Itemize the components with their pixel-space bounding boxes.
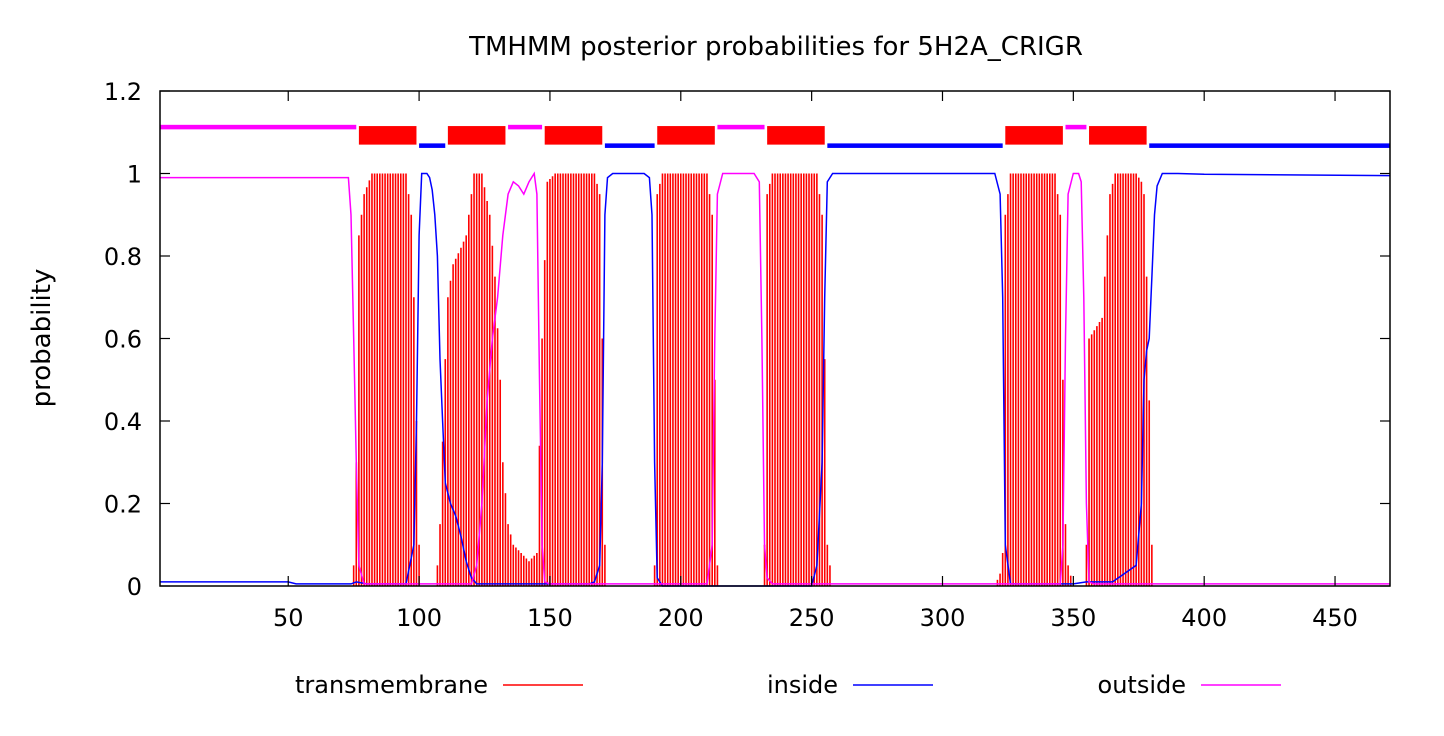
topology-track bbox=[160, 124, 1390, 148]
topology-transmembrane-segment bbox=[657, 126, 715, 145]
x-tick-label: 400 bbox=[1181, 604, 1227, 632]
x-tick-label: 100 bbox=[396, 604, 442, 632]
x-tick-label: 300 bbox=[920, 604, 966, 632]
topology-transmembrane-segment bbox=[1089, 126, 1147, 145]
y-tick-label: 0 bbox=[127, 573, 142, 601]
y-tick-label: 0.2 bbox=[104, 491, 142, 519]
topology-outside-segment bbox=[1065, 124, 1087, 130]
outside-series-line bbox=[160, 171, 1390, 585]
chart-title: TMHMM posterior probabilities for 5H2A_C… bbox=[468, 32, 1083, 62]
topology-inside-segment bbox=[1149, 143, 1390, 148]
x-tick-label: 450 bbox=[1312, 604, 1358, 632]
legend-label: inside bbox=[767, 671, 838, 699]
y-tick-label: 0.8 bbox=[104, 243, 142, 271]
topology-transmembrane-segment bbox=[447, 126, 506, 145]
topology-inside-segment bbox=[827, 143, 1003, 148]
topology-transmembrane-segment bbox=[1005, 126, 1063, 145]
plot-area bbox=[160, 124, 1391, 587]
topology-transmembrane-segment bbox=[767, 126, 825, 145]
topology-outside-segment bbox=[508, 124, 543, 130]
legend: transmembrane inside outside bbox=[295, 671, 1281, 699]
topology-inside-segment bbox=[604, 143, 655, 148]
y-tick-label: 0.6 bbox=[104, 326, 142, 354]
y-tick-label: 1 bbox=[127, 161, 142, 189]
topology-transmembrane-segment bbox=[358, 126, 417, 145]
x-tick-label: 50 bbox=[273, 604, 304, 632]
legend-item-outside: outside bbox=[1098, 671, 1281, 699]
transmembrane-series bbox=[352, 173, 1153, 586]
axes: 0 0.2 0.4 0.6 0.8 1 1.2 50 100 150 200 250 300 350 400… bbox=[104, 78, 1391, 632]
topology-outside-segment bbox=[160, 124, 357, 130]
topology-transmembrane-segment bbox=[544, 126, 603, 145]
legend-label: outside bbox=[1098, 671, 1186, 699]
x-tick-label: 250 bbox=[789, 604, 835, 632]
x-tick-label: 350 bbox=[1050, 604, 1096, 632]
y-tick-label: 1.2 bbox=[104, 78, 142, 106]
x-tick-label: 200 bbox=[658, 604, 704, 632]
legend-item-transmembrane: transmembrane bbox=[295, 671, 583, 699]
y-tick-label: 0.4 bbox=[104, 408, 142, 436]
y-axis-label: probability bbox=[27, 269, 57, 408]
topology-outside-segment bbox=[717, 124, 765, 130]
legend-label: transmembrane bbox=[295, 671, 488, 699]
x-tick-label: 150 bbox=[527, 604, 573, 632]
legend-item-inside: inside bbox=[767, 671, 933, 699]
inside-series-line bbox=[160, 172, 1391, 587]
topology-inside-segment bbox=[419, 143, 446, 148]
